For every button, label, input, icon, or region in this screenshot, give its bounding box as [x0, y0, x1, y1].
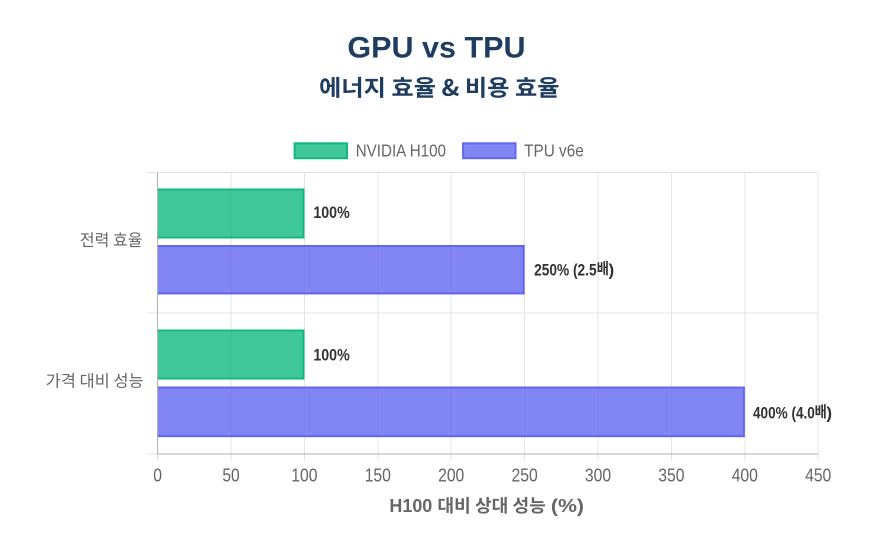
svg-text:H100: H100: [389, 496, 432, 516]
svg-text:): ): [609, 260, 615, 279]
svg-text:300: 300: [585, 465, 611, 486]
svg-text:400: 400: [732, 465, 758, 486]
svg-text:(%): (%): [551, 496, 584, 516]
svg-text:400% (4.0: 400% (4.0: [753, 403, 815, 422]
svg-text:NVIDIA H100: NVIDIA H100: [356, 140, 447, 160]
svg-text:100: 100: [291, 465, 317, 486]
svg-text:200: 200: [438, 465, 464, 486]
svg-text:GPU vs TPU: GPU vs TPU: [347, 32, 525, 65]
svg-text:100%: 100%: [313, 203, 349, 222]
svg-text:0: 0: [153, 465, 162, 486]
svg-text:): ): [826, 403, 832, 422]
svg-text:250% (2.5: 250% (2.5: [534, 260, 597, 279]
svg-text:450: 450: [805, 465, 831, 486]
svg-text:250: 250: [512, 465, 538, 486]
svg-text:150: 150: [365, 465, 391, 486]
svg-text:100%: 100%: [313, 346, 349, 365]
svg-text:TPU v6e: TPU v6e: [524, 140, 584, 160]
svg-text:50: 50: [222, 465, 239, 486]
svg-text:350: 350: [658, 465, 684, 486]
